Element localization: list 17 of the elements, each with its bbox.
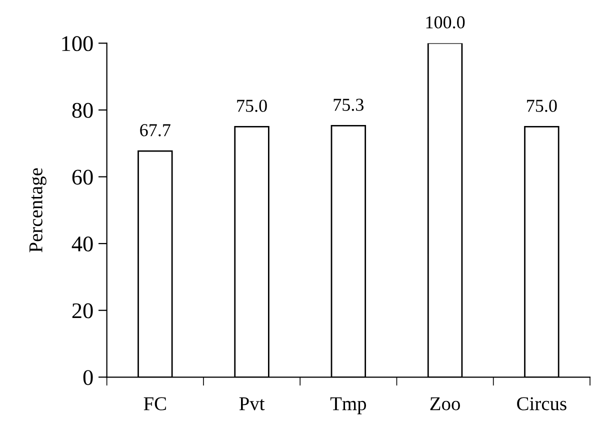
data-label: 75.0: [237, 100, 267, 112]
x-tick-label: Circus: [517, 397, 566, 410]
y-tick-label: 0: [83, 370, 93, 386]
data-label: 67.7: [140, 124, 170, 136]
x-tick-label: Tmp: [330, 397, 366, 414]
y-tick-label: 60: [72, 170, 93, 185]
y-tick-label: 100: [62, 36, 93, 52]
y-tick-label: 20: [72, 303, 93, 318]
y-tick-label: 80: [72, 102, 93, 118]
y-tick-label: 40: [72, 236, 93, 252]
data-label: 100.0: [426, 16, 465, 28]
x-tick-label: Pvt: [239, 397, 265, 410]
data-label: 75.3: [334, 98, 364, 111]
x-tick-label: FC: [144, 397, 166, 410]
x-tick-label: Zoo: [430, 397, 460, 410]
y-axis-title: Percentage: [29, 168, 46, 252]
data-label: 75.0: [527, 100, 557, 112]
